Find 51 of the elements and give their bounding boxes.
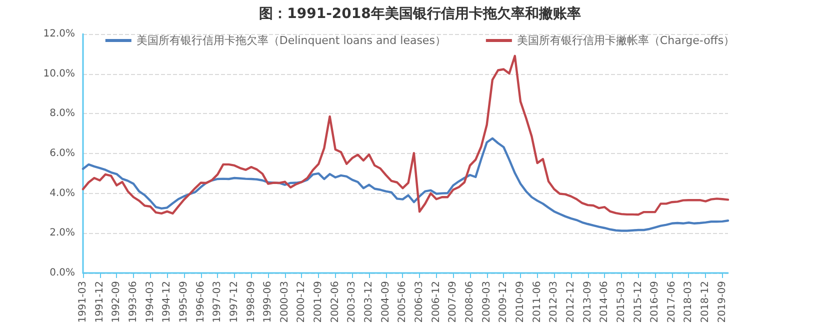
chart-title: 图：1991-2018年美国银行信用卡拖欠率和撇账率 bbox=[259, 5, 581, 22]
line-series bbox=[82, 54, 730, 216]
y-tick-label: 0.0% bbox=[50, 268, 75, 278]
x-tick-label: 1992-09 bbox=[111, 281, 122, 323]
line-series bbox=[82, 137, 730, 232]
x-tick-label: 2010-09 bbox=[514, 281, 526, 323]
y-tick-label: 12.0% bbox=[43, 28, 75, 40]
x-tick-label: 2006-12 bbox=[430, 281, 442, 323]
x-tick-label: 2016-09 bbox=[650, 281, 661, 323]
x-tick-label: 2002-06 bbox=[330, 281, 341, 323]
y-tick-label: 8.0% bbox=[50, 108, 75, 120]
x-tick-label: 2015-03 bbox=[616, 281, 627, 323]
x-tick-label: 2003-03 bbox=[346, 281, 358, 323]
x-tick-label: 2007-09 bbox=[448, 281, 459, 323]
x-tick-label: 1998-09 bbox=[246, 281, 257, 323]
x-tick-label: 2017-06 bbox=[666, 281, 678, 323]
x-tick-label: 2011-06 bbox=[532, 281, 543, 323]
x-tick-label: 1994-12 bbox=[162, 281, 173, 323]
x-tick-label: 2006-03 bbox=[414, 281, 426, 323]
legend-label: 美国所有银行信用卡撇帐率（Charge-offs） bbox=[516, 34, 735, 47]
x-tick-label: 1995-09 bbox=[178, 281, 190, 323]
x-tick-label: 1997-03 bbox=[212, 281, 224, 323]
x-tick-label: 1991-03 bbox=[78, 281, 88, 323]
x-tick-label: 2009-12 bbox=[498, 281, 510, 323]
legend-label: 美国所有银行信用卡拖欠率（Delinquent loans and leases） bbox=[136, 34, 446, 47]
x-tick-label: 2000-03 bbox=[279, 281, 290, 323]
x-tick-label: 2015-12 bbox=[632, 281, 644, 323]
y-tick-label: 6.0% bbox=[50, 148, 75, 159]
x-tick-label: 1996-06 bbox=[195, 281, 206, 323]
x-tick-label: 2013-09 bbox=[582, 281, 594, 323]
x-tick-label: 2008-06 bbox=[464, 281, 476, 323]
x-tick-label: 1999-06 bbox=[262, 281, 274, 323]
y-tick-label: 10.0% bbox=[43, 68, 75, 80]
x-tick-label: 1997-12 bbox=[228, 281, 240, 323]
x-tick-label: 2018-12 bbox=[700, 281, 712, 323]
x-tick-label: 2014-06 bbox=[599, 281, 610, 323]
x-tick-label: 1994-03 bbox=[144, 281, 156, 323]
x-tick-label: 2003-12 bbox=[364, 281, 375, 323]
y-tick-label: 2.0% bbox=[50, 228, 75, 239]
x-tick-label: 1993-06 bbox=[128, 281, 139, 323]
y-tick-label: 4.0% bbox=[50, 188, 75, 199]
x-tick-label: 2001-09 bbox=[313, 281, 324, 323]
x-tick-label: 1991-12 bbox=[94, 281, 106, 323]
x-tick-label: 2000-12 bbox=[296, 281, 308, 323]
x-tick-label: 2018-03 bbox=[683, 281, 694, 323]
x-tick-label: 2009-03 bbox=[481, 281, 492, 323]
x-tick-label: 2012-12 bbox=[565, 281, 576, 323]
x-tick-label: 2019-09 bbox=[716, 281, 728, 323]
x-tick-label: 2005-06 bbox=[397, 281, 408, 323]
x-tick-label: 2004-09 bbox=[380, 281, 392, 323]
x-tick-label: 2012-03 bbox=[548, 281, 560, 323]
